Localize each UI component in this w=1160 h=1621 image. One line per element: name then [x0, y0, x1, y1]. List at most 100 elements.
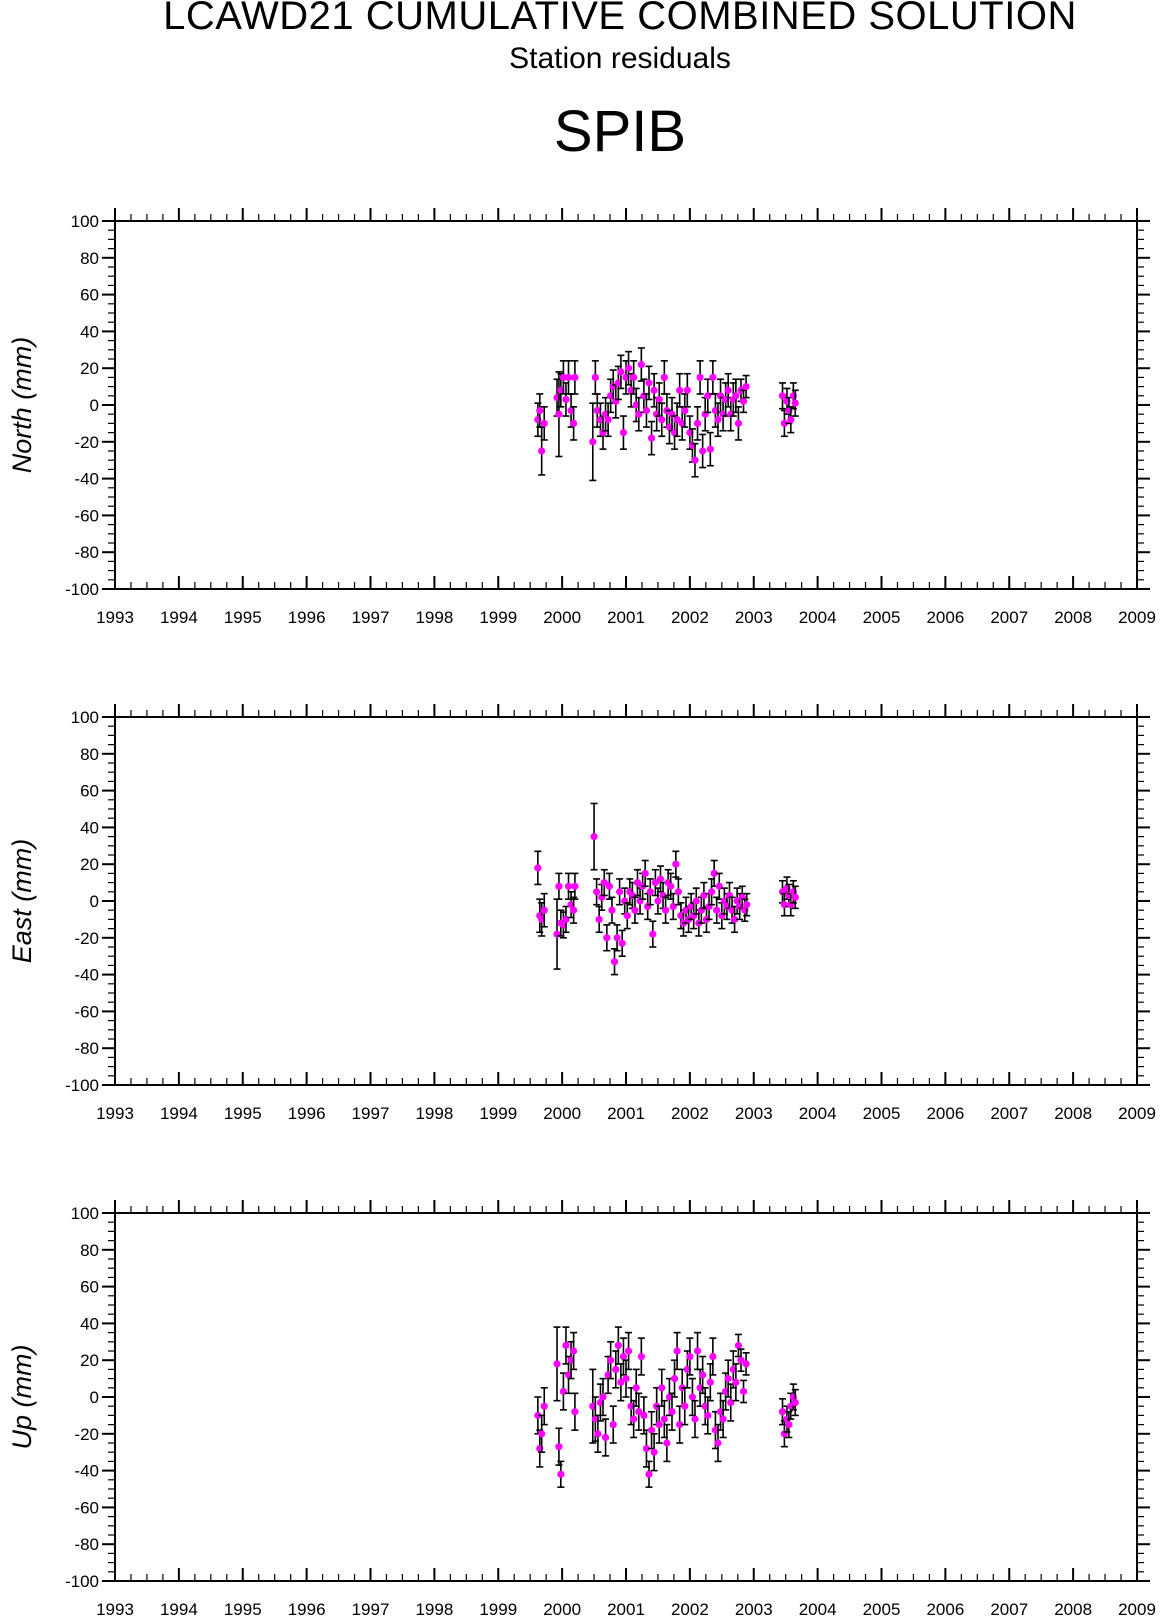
y-tick-label: 100	[71, 708, 99, 727]
x-tick-label: 1993	[96, 1104, 134, 1123]
data-point	[791, 1388, 799, 1417]
data-point	[676, 1405, 684, 1444]
data-marker	[609, 1421, 617, 1429]
data-point	[704, 378, 712, 414]
data-marker	[538, 447, 546, 455]
data-marker	[559, 373, 568, 381]
y-axis-label: North (mm)	[7, 337, 37, 474]
data-point	[571, 1392, 579, 1431]
y-tick-label: 20	[80, 1351, 99, 1370]
data-point	[663, 1423, 671, 1463]
y-tick-label: -60	[74, 1498, 99, 1517]
x-tick-label: 2002	[671, 1104, 709, 1123]
data-marker	[642, 1444, 651, 1453]
data-point	[618, 929, 626, 958]
data-marker	[649, 930, 657, 938]
data-marker	[672, 860, 680, 868]
data-marker	[737, 1356, 745, 1364]
data-point	[617, 1363, 625, 1402]
x-tick-label: 2001	[607, 608, 645, 627]
data-marker	[673, 416, 681, 424]
data-marker	[553, 1360, 561, 1368]
y-tick-label: 100	[71, 212, 99, 231]
data-marker	[540, 419, 548, 427]
data-marker	[534, 864, 542, 872]
data-marker	[732, 392, 740, 400]
data-point	[691, 442, 699, 478]
data-point	[734, 406, 743, 441]
x-tick-label: 2005	[863, 608, 901, 627]
x-tick-label: 1999	[479, 608, 517, 627]
data-marker	[706, 445, 714, 453]
data-point	[599, 1377, 607, 1417]
data-marker	[681, 1402, 689, 1410]
data-marker	[739, 397, 748, 405]
data-marker	[785, 1421, 793, 1429]
y-tick-label: -60	[74, 506, 99, 525]
data-marker	[613, 934, 621, 942]
data-marker	[642, 406, 651, 415]
x-tick-label: 2004	[799, 1600, 837, 1619]
y-tick-label: 80	[80, 249, 99, 268]
x-tick-label: 2003	[735, 608, 773, 627]
data-marker	[570, 419, 578, 427]
plot-frame	[114, 220, 1138, 590]
x-tick-label: 2008	[1054, 1104, 1092, 1123]
data-marker	[663, 1439, 671, 1447]
data-marker	[595, 915, 603, 924]
data-marker	[631, 906, 639, 914]
data-marker	[623, 912, 631, 920]
data-marker	[696, 373, 704, 381]
data-point	[651, 868, 659, 897]
data-point	[570, 1331, 578, 1371]
y-tick-label: -100	[65, 580, 99, 599]
data-marker	[647, 1426, 656, 1434]
data-point	[660, 1399, 668, 1439]
data-point	[743, 892, 751, 917]
data-point	[645, 1460, 653, 1488]
x-tick-label: 2006	[926, 1104, 964, 1123]
data-marker	[570, 906, 578, 914]
data-marker	[633, 879, 642, 887]
y-tick-label: -40	[74, 966, 99, 985]
data-point	[691, 1399, 699, 1439]
data-point	[742, 1352, 750, 1376]
data-point	[614, 1326, 622, 1365]
data-marker	[742, 1360, 750, 1368]
data-point	[571, 360, 579, 395]
data-point	[706, 431, 714, 467]
data-point	[635, 1392, 643, 1431]
data-marker	[674, 888, 682, 896]
data-point	[676, 372, 684, 408]
data-marker	[730, 915, 739, 924]
y-tick-label: -80	[74, 543, 99, 562]
data-point	[693, 406, 702, 441]
data-marker	[536, 406, 544, 415]
x-tick-label: 2004	[799, 1104, 837, 1123]
data-marker	[593, 406, 601, 415]
data-point	[609, 1405, 617, 1444]
data-point	[559, 360, 568, 395]
data-point	[787, 406, 795, 434]
data-marker	[562, 395, 570, 404]
x-tick-label: 2006	[926, 608, 964, 627]
x-tick-label: 1998	[415, 1104, 453, 1123]
y-tick-label: -40	[74, 470, 99, 489]
data-marker	[640, 1411, 648, 1419]
x-tick-label: 2008	[1054, 1600, 1092, 1619]
data-point	[555, 371, 563, 458]
data-point	[534, 850, 542, 886]
data-point	[617, 354, 625, 390]
data-point	[593, 878, 601, 906]
data-point	[624, 1331, 633, 1371]
data-marker	[743, 901, 751, 909]
data-marker	[599, 1393, 607, 1401]
data-point	[739, 1379, 748, 1404]
data-marker	[668, 1408, 676, 1416]
data-point	[778, 382, 787, 410]
data-marker	[713, 906, 721, 914]
y-tick-label: 40	[80, 818, 99, 837]
plot-panel-3: 1993 1994 1995 1996 1997 1998 1999 2000 2001 2002…	[7, 1200, 1156, 1619]
x-tick-label: 1995	[224, 1600, 262, 1619]
data-marker	[706, 1378, 714, 1386]
